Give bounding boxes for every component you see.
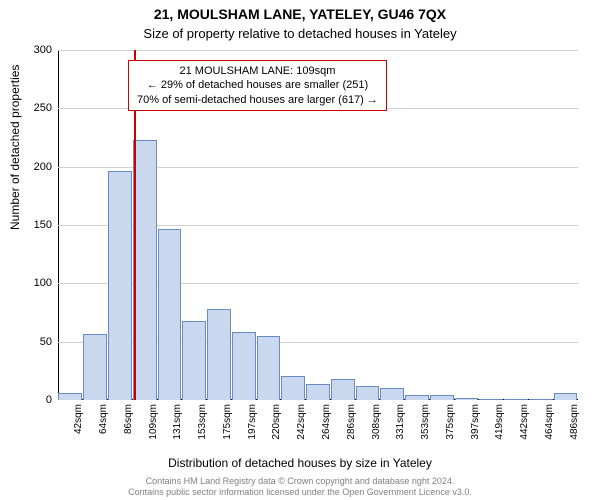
ytick-label: 250: [12, 102, 52, 114]
histogram-bar: [430, 395, 454, 400]
xtick-label: 442sqm: [519, 404, 530, 440]
ytick-label: 0: [12, 394, 52, 406]
xtick-label: 64sqm: [98, 404, 109, 434]
xtick-label: 220sqm: [271, 404, 282, 440]
histogram-bar: [380, 388, 404, 400]
ytick-label: 300: [12, 44, 52, 56]
xtick-label: 86sqm: [123, 404, 134, 434]
xtick-label: 308sqm: [371, 404, 382, 440]
histogram-bar: [158, 229, 182, 401]
histogram-bar: [479, 399, 503, 400]
xtick-label: 109sqm: [148, 404, 159, 440]
xtick-label: 353sqm: [420, 404, 431, 440]
histogram-bar: [207, 309, 231, 400]
annotation-line2: ← 29% of detached houses are smaller (25…: [137, 78, 378, 92]
histogram-bar: [504, 399, 528, 400]
chart-title: 21, MOULSHAM LANE, YATELEY, GU46 7QX: [0, 6, 600, 22]
annotation-line1: 21 MOULSHAM LANE: 109sqm: [137, 64, 378, 78]
histogram-bar: [182, 321, 206, 400]
chart-subtitle: Size of property relative to detached ho…: [0, 26, 600, 41]
xtick-label: 419sqm: [494, 404, 505, 440]
histogram-bar: [554, 393, 578, 400]
attribution: Contains HM Land Registry data © Crown c…: [0, 476, 600, 498]
xtick-label: 131sqm: [172, 404, 183, 440]
xtick-label: 153sqm: [197, 404, 208, 440]
histogram-bar: [356, 386, 380, 400]
histogram-bar: [455, 398, 479, 400]
xtick-label: 397sqm: [470, 404, 481, 440]
xtick-label: 42sqm: [73, 404, 84, 434]
xtick-label: 242sqm: [296, 404, 307, 440]
attribution-line1: Contains HM Land Registry data © Crown c…: [0, 476, 600, 487]
annotation-box: 21 MOULSHAM LANE: 109sqm ← 29% of detach…: [128, 60, 387, 111]
x-axis-label: Distribution of detached houses by size …: [0, 456, 600, 470]
histogram-bar: [306, 384, 330, 400]
ytick-label: 100: [12, 277, 52, 289]
histogram-bar: [331, 379, 355, 400]
plot-area: 05010015020025030042sqm64sqm86sqm109sqm1…: [58, 50, 578, 400]
attribution-line2: Contains public sector information licen…: [0, 487, 600, 498]
annotation-line3: 70% of semi-detached houses are larger (…: [137, 93, 378, 107]
ytick-label: 50: [12, 336, 52, 348]
histogram-bar: [405, 395, 429, 400]
histogram-bar: [232, 332, 256, 400]
xtick-label: 175sqm: [222, 404, 233, 440]
y-axis-label: Number of detached properties: [8, 65, 22, 230]
histogram-bar: [133, 140, 157, 400]
histogram-bar: [83, 334, 107, 401]
xtick-label: 264sqm: [321, 404, 332, 440]
histogram-bar: [257, 336, 281, 400]
xtick-label: 464sqm: [544, 404, 555, 440]
ytick-label: 150: [12, 219, 52, 231]
xtick-label: 197sqm: [247, 404, 258, 440]
xtick-label: 331sqm: [395, 404, 406, 440]
histogram-bar: [529, 399, 553, 400]
xtick-label: 375sqm: [445, 404, 456, 440]
chart-container: 21, MOULSHAM LANE, YATELEY, GU46 7QX Siz…: [0, 0, 600, 500]
histogram-bar: [108, 171, 132, 400]
xtick-label: 486sqm: [569, 404, 580, 440]
gridline: [58, 50, 578, 51]
ytick-label: 200: [12, 161, 52, 173]
histogram-bar: [58, 393, 82, 400]
xtick-label: 286sqm: [346, 404, 357, 440]
histogram-bar: [281, 376, 305, 401]
